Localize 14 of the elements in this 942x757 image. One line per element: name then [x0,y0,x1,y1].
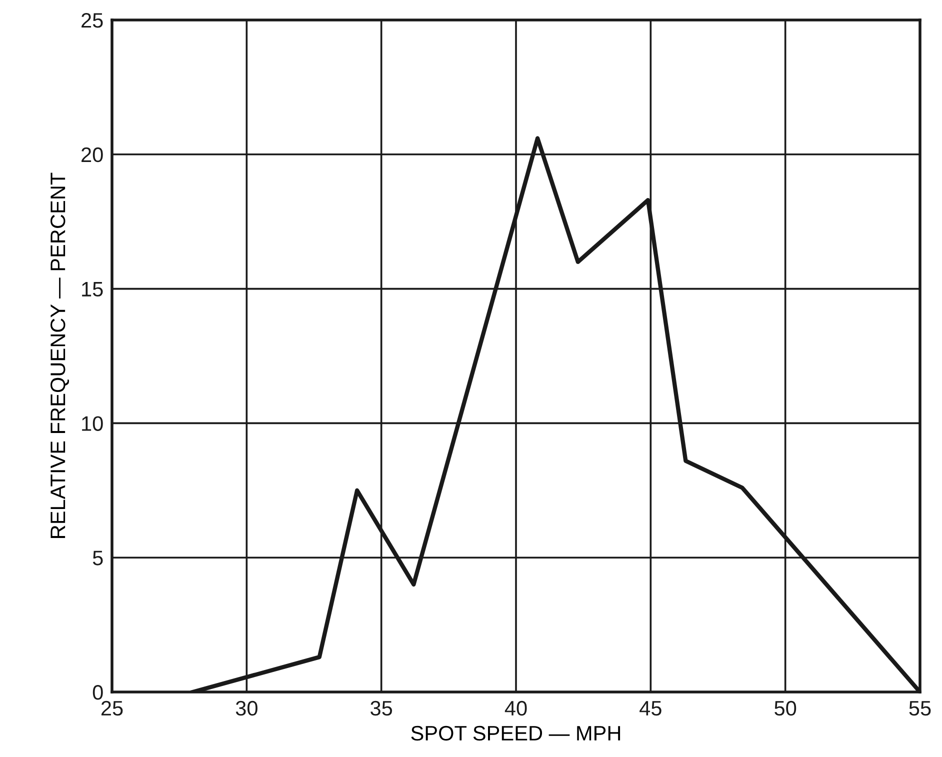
y-tick-label: 0 [92,685,103,700]
x-tick-label: 35 [370,700,392,716]
x-tick-label: 50 [774,700,796,716]
x-tick-label: 30 [236,700,258,716]
y-tick-label: 15 [82,282,103,297]
x-tick-label: 55 [909,701,931,716]
x-tick-label: 40 [504,700,527,716]
y-tick-label: 5 [92,550,103,566]
y-tick-label: 20 [82,147,103,162]
y-tick-label: 10 [82,416,103,431]
x-tick-label: 45 [640,701,662,716]
x-axis-title: SPOT SPEED — MPH [411,726,620,741]
y-axis-title: RELATIVE FREQUENCY — PERCENT [50,172,69,538]
y-tick-label: 25 [82,13,103,28]
